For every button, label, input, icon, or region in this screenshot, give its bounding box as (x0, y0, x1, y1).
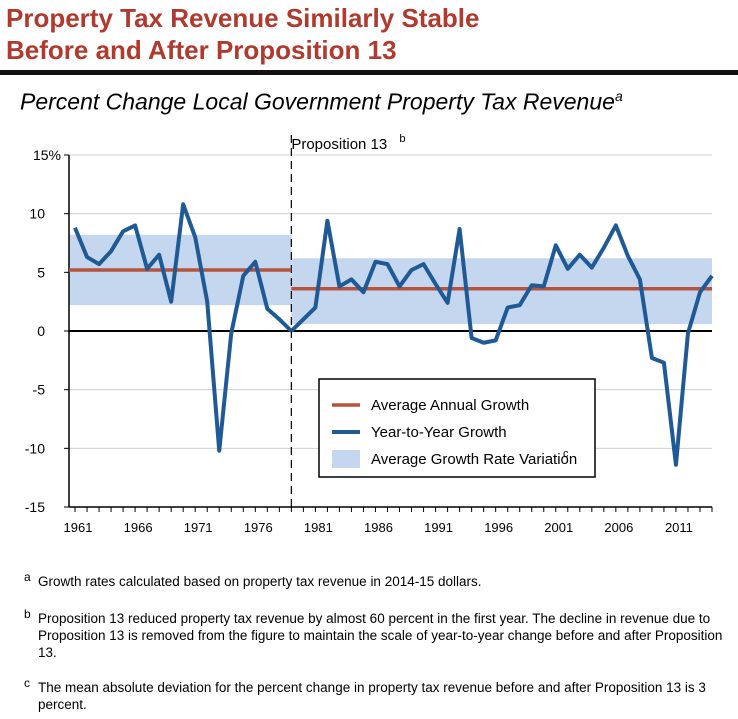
footnote-b: b Proposition 13 reduced property tax re… (24, 607, 724, 661)
footnote-b-text: Proposition 13 reduced property tax reve… (38, 611, 723, 660)
x-tick-label: 2001 (544, 520, 573, 535)
y-tick-label: -5 (33, 382, 46, 398)
variation-band (291, 258, 712, 324)
proposition-13-footnote-mark: b (399, 133, 405, 145)
chart-title: Property Tax Revenue Similarly Stable Be… (6, 2, 726, 66)
footnote-c-mark: c (24, 676, 30, 690)
chart-subtitle: Percent Change Local Government Property… (20, 82, 623, 116)
footnote-c-text: The mean absolute deviation for the perc… (38, 680, 706, 712)
x-tick-label: 2011 (665, 520, 693, 535)
year-to-year-growth-line (73, 202, 293, 453)
line-chart: 15% 10 5 0 -5 -10 -15 1961 1966 1971 1976 1981 1986 1… (25, 133, 714, 535)
footnote-a: a Growth rates calculated based on prope… (24, 570, 724, 590)
x-tick-label: 1981 (304, 520, 333, 535)
footnote-a-mark: a (24, 570, 31, 584)
proposition-13-label: Proposition 13 (291, 136, 387, 153)
legend-label-variation-footnote-mark: c (563, 448, 569, 460)
x-tick-label: 1971 (184, 520, 213, 535)
legend-label-growth: Year-to-Year Growth (371, 424, 507, 441)
y-tick-label: -10 (25, 440, 45, 456)
footnote-b-mark: b (24, 607, 31, 621)
footnote-c: c The mean absolute deviation for the pe… (24, 676, 724, 713)
title-divider (0, 70, 738, 75)
x-tick-label: 1966 (124, 520, 153, 535)
x-tick-label: 1961 (64, 520, 93, 535)
x-tick-label: 2006 (604, 520, 633, 535)
x-tick-label: 1991 (424, 520, 453, 535)
x-tick-label: 1986 (364, 520, 393, 535)
y-tick-label: -15 (25, 499, 45, 515)
y-tick-label: 15% (33, 147, 61, 163)
x-tick-label: 1976 (244, 520, 273, 535)
year-to-year-growth-line (289, 218, 714, 467)
y-tick-label: 5 (37, 264, 45, 280)
subtitle-footnote-mark: a (614, 88, 623, 104)
x-tick-label: 1996 (484, 520, 513, 535)
legend-box (318, 378, 596, 478)
y-tick-label: 10 (29, 206, 45, 222)
legend-label-variation: Average Growth Rate Variation (371, 451, 577, 468)
y-tick-label: 0 (37, 323, 45, 339)
title-line-1: Property Tax Revenue Similarly Stable (6, 3, 480, 33)
footnote-a-text: Growth rates calculated based on propert… (38, 574, 482, 589)
legend-swatch-variation (332, 450, 360, 468)
legend-label-average: Average Annual Growth (371, 397, 529, 414)
subtitle-text: Percent Change Local Government Property… (20, 88, 615, 115)
title-line-2: Before and After Proposition 13 (6, 35, 397, 65)
